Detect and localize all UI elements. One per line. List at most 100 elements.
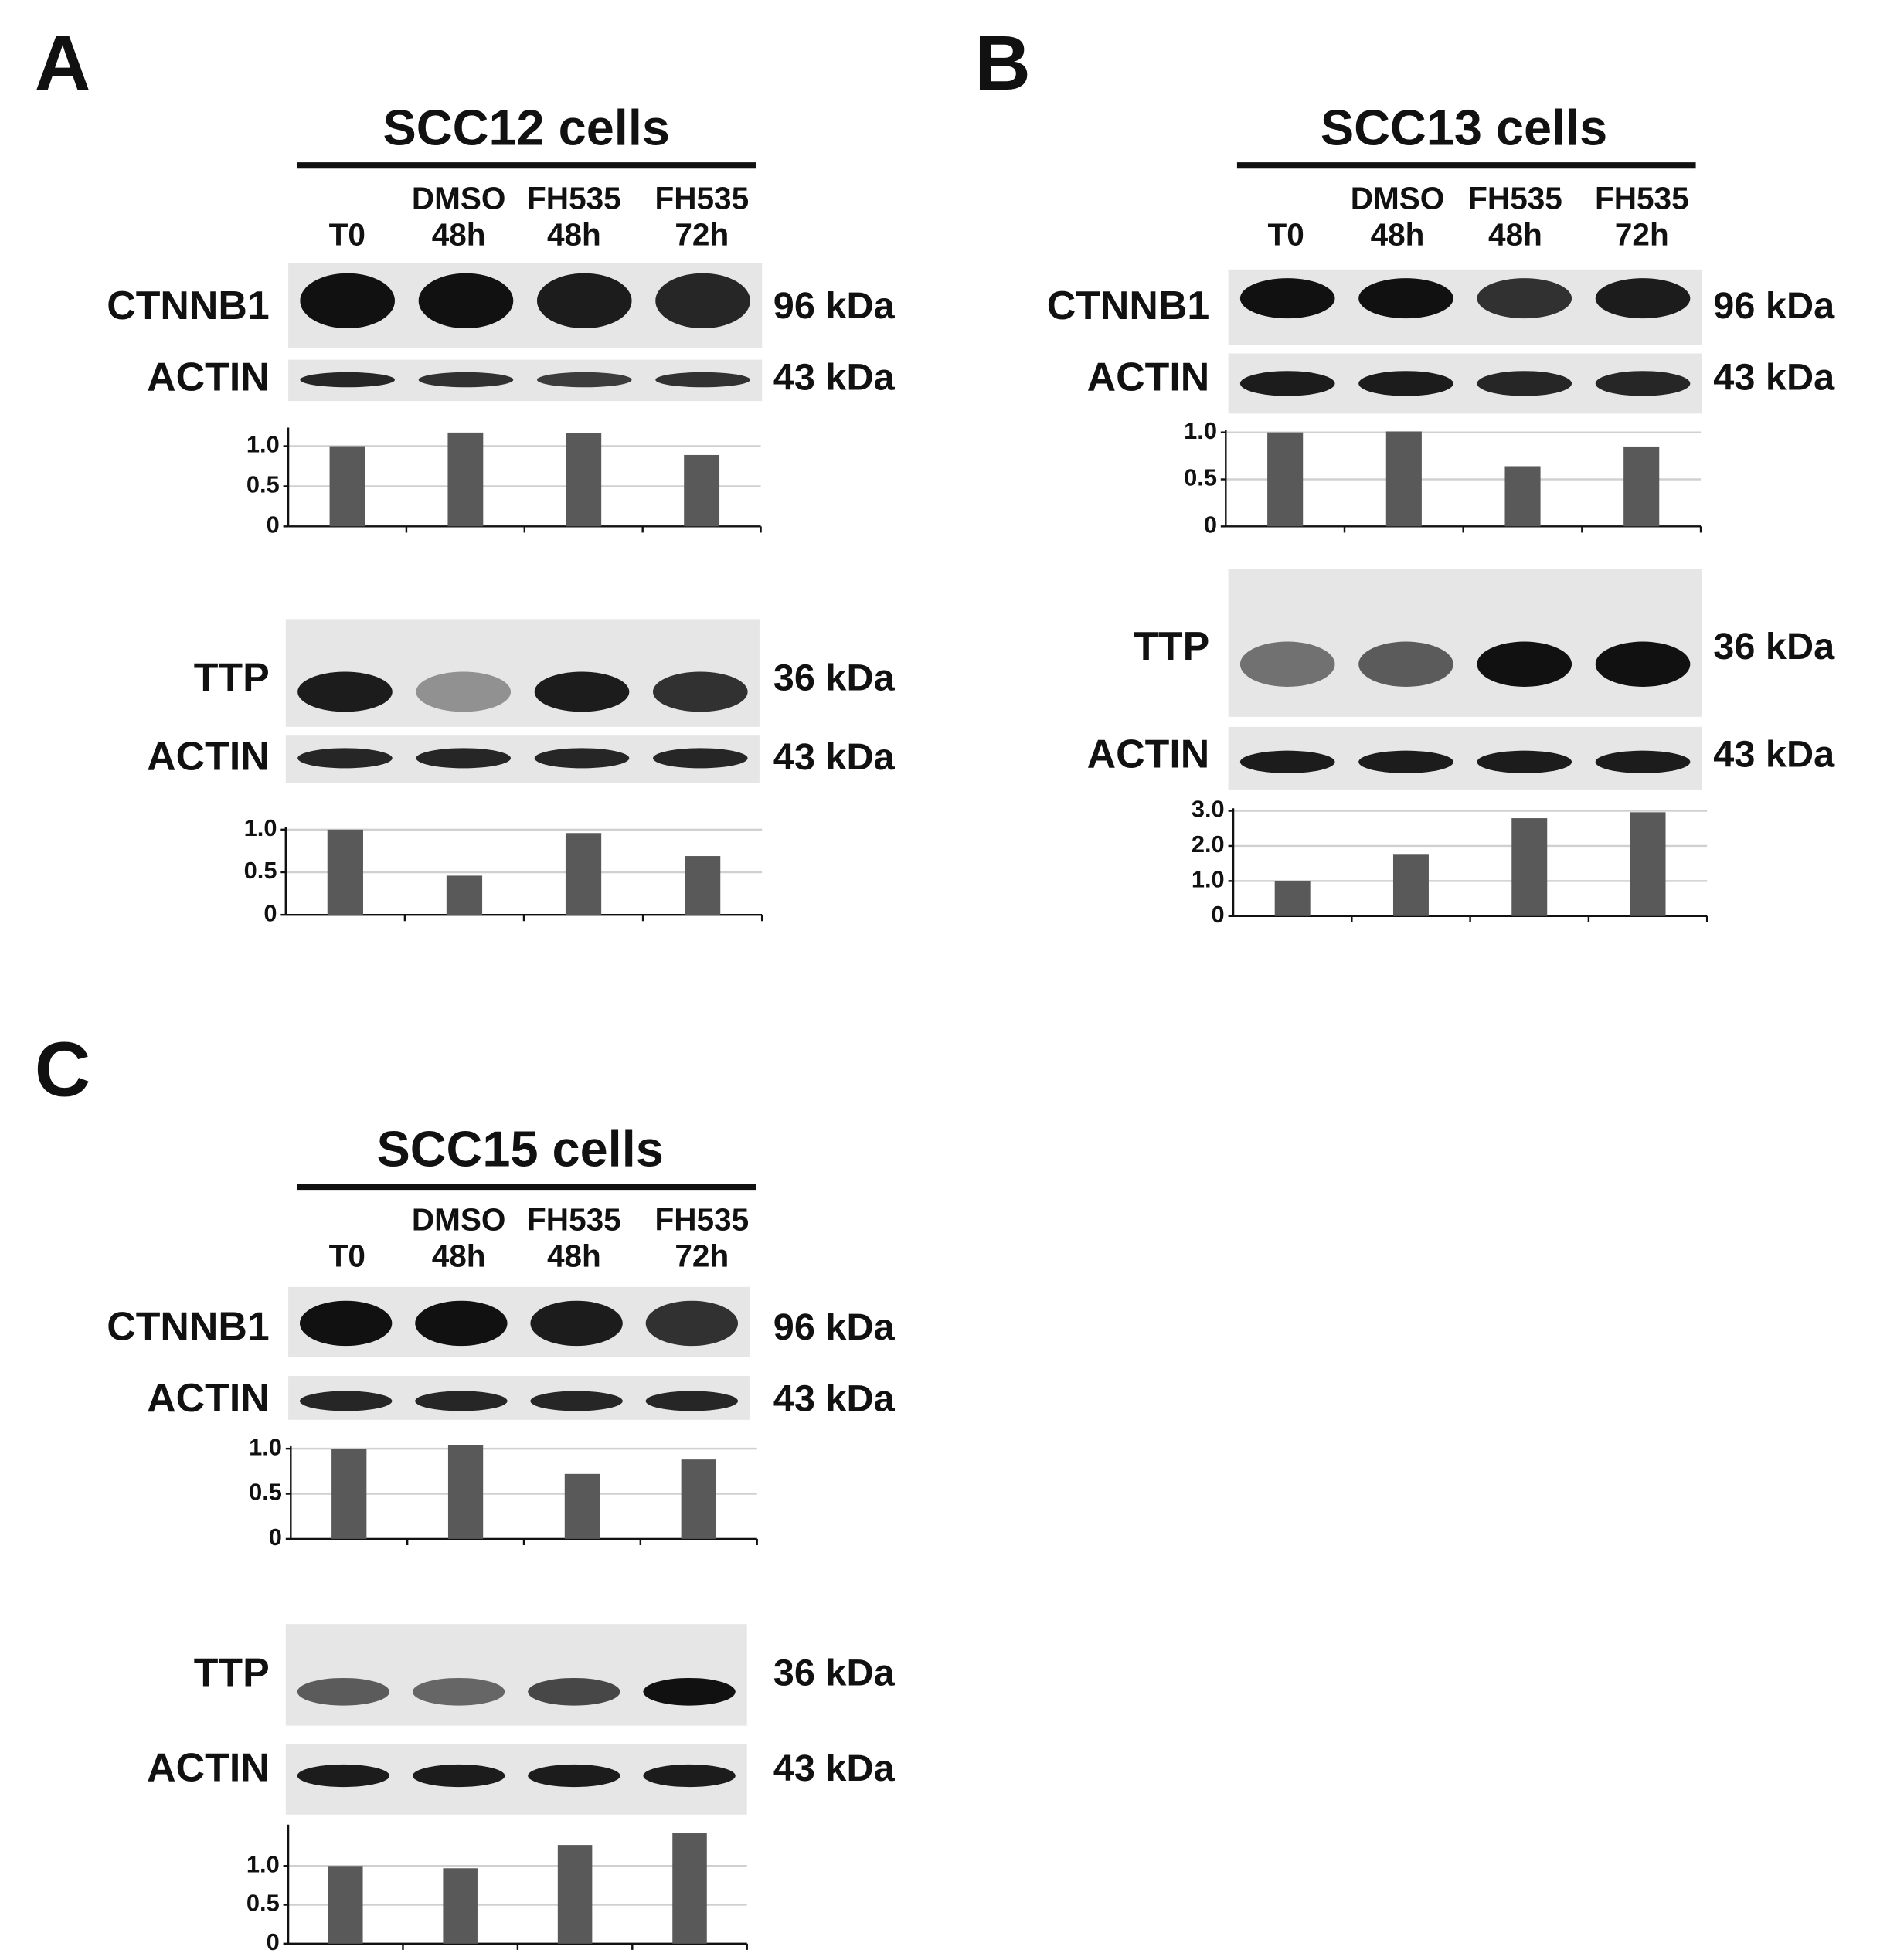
lane-label: 72h [1615, 216, 1669, 252]
bar [1511, 818, 1548, 916]
blot-band [300, 372, 396, 388]
blot-band [645, 1300, 739, 1347]
lane-label: 48h [547, 1238, 601, 1273]
blot-name: ACTIN [147, 1745, 270, 1790]
blot-membrane [1228, 569, 1702, 717]
blot-band [1358, 371, 1453, 396]
bar [1623, 446, 1660, 527]
blot-band [534, 671, 630, 712]
panel-letter: B [974, 20, 1031, 107]
blot-band [1239, 750, 1335, 773]
blot-name: CTNNB1 [1047, 283, 1209, 328]
blot-size: 36 kDa [773, 657, 896, 699]
blot-band [536, 372, 632, 388]
y-tick-label: 0 [1212, 901, 1225, 928]
bar [684, 454, 720, 527]
blot-band [1358, 641, 1453, 687]
blot-band [1595, 750, 1691, 773]
panel-letter: A [35, 20, 91, 107]
blot-band [643, 1677, 736, 1706]
blot-band [1477, 641, 1572, 687]
blot-band [652, 671, 748, 712]
blot-band [299, 1300, 393, 1347]
y-tick-label: 1.0 [1192, 866, 1225, 893]
bar [1392, 854, 1429, 916]
lane-label: T0 [1268, 216, 1304, 252]
blot-band [1239, 371, 1335, 396]
lane-label: 48h [547, 216, 601, 252]
lane-label: FH535 [527, 1201, 621, 1237]
blot-band [1239, 641, 1335, 687]
lane-label: FH535 [1595, 180, 1689, 216]
blot-band [528, 1677, 620, 1706]
blot-band [536, 273, 632, 329]
bar [1274, 881, 1311, 916]
lane-label: FH535 [654, 180, 749, 216]
lane-label: T0 [329, 1238, 365, 1273]
bar [1630, 812, 1666, 916]
blot-band [1477, 750, 1572, 773]
lane-label: FH535 [527, 180, 621, 216]
bar [328, 1866, 363, 1944]
blot-band [412, 1764, 505, 1788]
blot-band [415, 1391, 508, 1411]
lane-label: T0 [329, 216, 365, 252]
blot-name: CTNNB1 [107, 1304, 269, 1349]
blot-band [412, 1677, 505, 1706]
blot-band [297, 671, 393, 712]
blot-band [1239, 278, 1335, 319]
blot-size: 96 kDa [773, 1306, 896, 1348]
y-tick-label: 3.0 [1192, 796, 1225, 823]
y-tick-label: 1.0 [249, 1433, 282, 1460]
lane-label: 72h [675, 1238, 729, 1273]
blot-size: 43 kDa [773, 1377, 896, 1419]
bar [564, 1473, 600, 1539]
blot-band [655, 372, 750, 388]
y-tick-label: 0 [263, 899, 277, 926]
bar [557, 1845, 593, 1944]
blot-name: TTP [194, 1649, 270, 1694]
blot-size: 43 kDa [773, 736, 896, 778]
blot-band [416, 671, 512, 712]
y-tick-label: 0 [267, 511, 280, 538]
blot-name: ACTIN [147, 734, 270, 779]
bar [327, 829, 363, 915]
bar [1504, 466, 1541, 527]
blot-band [530, 1300, 623, 1347]
blot-size: 96 kDa [773, 285, 896, 327]
bar [443, 1868, 478, 1944]
bar [447, 1445, 484, 1539]
lane-label: 72h [675, 216, 729, 252]
bar [447, 432, 484, 527]
blot-band [418, 372, 514, 388]
blot-name: ACTIN [1087, 354, 1210, 399]
lane-label: DMSO [1351, 180, 1445, 216]
blot-band [1358, 278, 1453, 319]
panel-letter: C [35, 1026, 91, 1112]
blot-band [416, 748, 512, 769]
bar [446, 875, 483, 915]
blot-band [534, 748, 630, 769]
bar [565, 833, 602, 915]
y-tick-label: 0 [1204, 511, 1217, 538]
blot-band [1477, 278, 1572, 319]
panel-title: SCC15 cells [376, 1120, 663, 1177]
blot-band [297, 1764, 390, 1788]
bar [331, 1449, 367, 1539]
blot-size: 36 kDa [1713, 626, 1835, 667]
blot-size: 43 kDa [1713, 734, 1835, 776]
blot-band [297, 748, 393, 769]
blot-band [1595, 371, 1691, 396]
lane-label: 48h [432, 216, 486, 252]
blot-band [1595, 641, 1691, 687]
y-tick-label: 1.0 [244, 814, 277, 841]
panel-title: SCC13 cells [1321, 100, 1607, 156]
blot-membrane [285, 1624, 747, 1726]
blot-band [645, 1391, 739, 1411]
lane-label: DMSO [412, 180, 506, 216]
lane-label: DMSO [412, 1201, 506, 1237]
bar [566, 433, 602, 527]
blot-band [655, 273, 750, 329]
